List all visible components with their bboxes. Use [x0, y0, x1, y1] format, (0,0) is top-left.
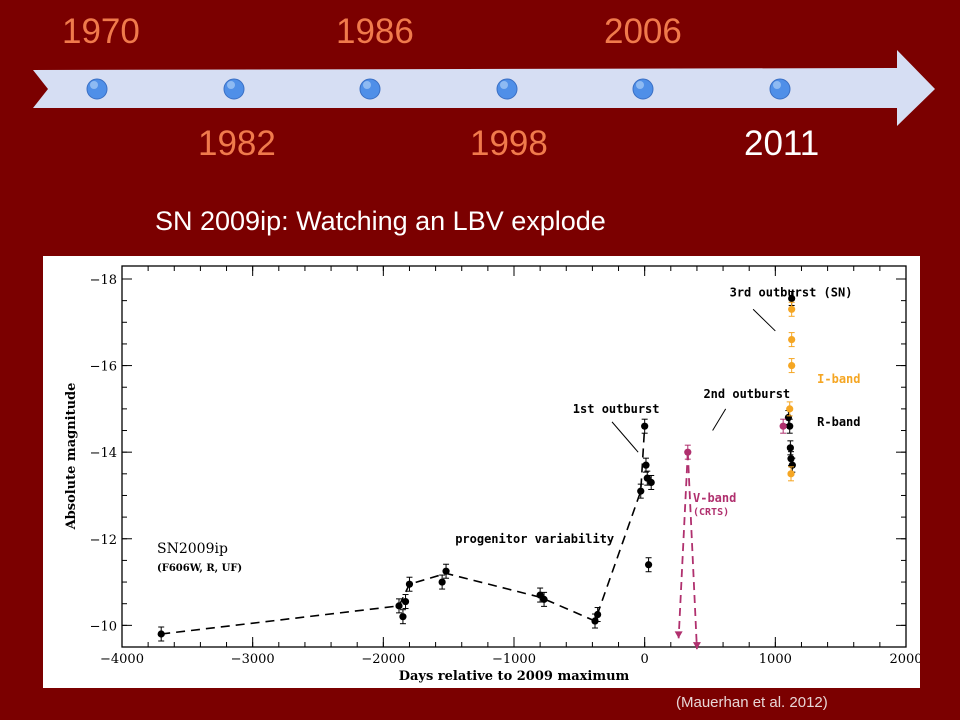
- annotation-pointer: [712, 408, 727, 431]
- timeline-year: 1970: [62, 12, 140, 51]
- y-tick-label: −14: [90, 446, 117, 461]
- data-point: [442, 567, 450, 575]
- timeline-dot: [632, 78, 654, 100]
- v-band-upper-limit: [674, 631, 683, 639]
- chart-annotation: progenitor variability: [455, 532, 614, 546]
- data-point: [641, 422, 649, 430]
- data-point: [438, 578, 446, 586]
- y-tick-label: −12: [90, 533, 117, 548]
- timeline-dot: [86, 78, 108, 100]
- data-point: [786, 405, 794, 413]
- timeline-dot: [769, 78, 791, 100]
- timeline-dot: [223, 78, 245, 100]
- x-axis-label: Days relative to 2009 maximum: [399, 669, 630, 684]
- chart-annotation: V-band: [693, 491, 736, 505]
- y-tick-label: −18: [90, 273, 117, 288]
- x-tick-label: 1000: [759, 652, 792, 667]
- v-band-curve: [677, 452, 689, 639]
- x-tick-label: 2000: [889, 652, 920, 667]
- v-band-upper-limit: [692, 642, 701, 650]
- annotation-pointer: [752, 308, 776, 332]
- timeline-year: 1986: [336, 12, 414, 51]
- data-point: [594, 610, 602, 619]
- chart-annotation: I-band: [817, 372, 860, 386]
- timeline-dot: [496, 78, 518, 100]
- timeline-dot-highlight: [227, 81, 235, 89]
- data-point: [779, 422, 787, 430]
- data-point: [399, 613, 407, 621]
- x-tick-label: −1000: [492, 652, 536, 667]
- data-point: [786, 444, 794, 452]
- timeline-arrow-body: [33, 50, 935, 126]
- timeline-dot-highlight: [363, 81, 371, 89]
- chart-annotation: 1st outburst: [573, 402, 660, 416]
- timeline-year: 1982: [198, 124, 276, 163]
- data-point: [788, 361, 796, 370]
- timeline-dot-highlight: [773, 81, 781, 89]
- data-point: [684, 448, 692, 456]
- timeline-dot: [359, 78, 381, 100]
- data-point: [784, 413, 793, 422]
- data-point: [788, 336, 796, 344]
- annotation-pointer: [611, 421, 639, 453]
- data-point: [591, 617, 599, 625]
- data-point: [788, 461, 796, 469]
- timeline-year: 2006: [604, 12, 682, 51]
- data-point: [647, 478, 655, 487]
- timeline-dot-highlight: [500, 81, 508, 89]
- v-band-curve: [686, 452, 698, 650]
- data-point: [637, 487, 645, 495]
- slide-title: SN 2009ip: Watching an LBV explode: [155, 206, 606, 236]
- timeline-year-current: 2011: [744, 124, 820, 163]
- chart-annotation: 3rd outburst (SN): [730, 285, 853, 299]
- x-tick-label: −4000: [100, 652, 144, 667]
- chart-annotation: R-band: [817, 415, 860, 429]
- timeline-year: 1998: [470, 124, 548, 163]
- timeline-dot-highlight: [636, 81, 644, 89]
- data-point: [405, 580, 414, 588]
- data-point: [642, 461, 650, 469]
- data-point: [540, 595, 548, 603]
- citation: (Mauerhan et al. 2012): [676, 694, 828, 711]
- data-point: [644, 561, 653, 569]
- chart-annotation: (CRTS): [693, 507, 729, 518]
- chart-annotation: 2nd outburst: [703, 387, 790, 401]
- filters-label: (F606W, R, UF): [157, 563, 242, 574]
- x-tick-label: −2000: [361, 652, 405, 667]
- progenitor-curve: [161, 426, 646, 635]
- y-tick-label: −16: [90, 360, 117, 375]
- x-tick-label: 0: [641, 652, 649, 667]
- timeline-dot-highlight: [90, 81, 98, 89]
- y-tick-label: −10: [90, 619, 117, 634]
- data-point: [787, 455, 795, 463]
- data-point: [395, 602, 403, 610]
- y-axis-label: Absolute magnitude: [64, 383, 79, 531]
- data-point: [787, 470, 795, 478]
- chart-canvas: −4000 −3000 −2000 −1000 0 1000 2000 −10 −12 −14 −1…: [64, 265, 923, 684]
- light-curve-chart: −4000 −3000 −2000 −1000 0 1000 2000 −10 −12 −14 −1…: [43, 256, 923, 688]
- data-point: [157, 630, 165, 638]
- data-point: [788, 294, 796, 303]
- timeline-arrow: [33, 50, 935, 126]
- data-point: [401, 597, 410, 606]
- data-point: [786, 422, 794, 430]
- object-label: SN2009ip: [157, 541, 228, 557]
- x-tick-label: −3000: [231, 652, 275, 667]
- data-point: [788, 305, 796, 313]
